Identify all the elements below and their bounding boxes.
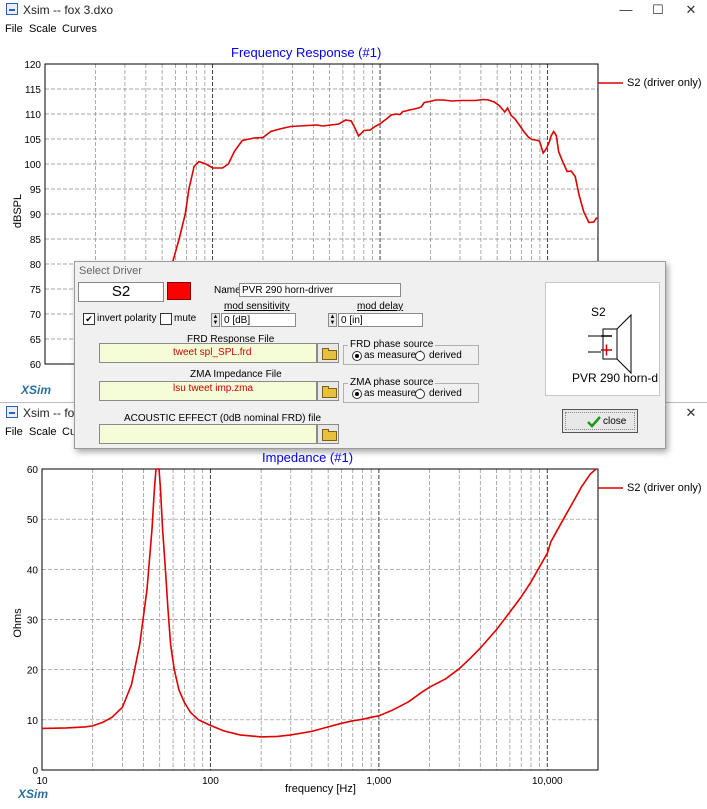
mod-delay-input[interactable]: 0 [in]: [338, 313, 423, 327]
mute-label: mute: [174, 313, 197, 324]
y-tick-label: 80: [30, 260, 42, 271]
menu-curves[interactable]: Curves: [62, 23, 97, 35]
zma-phase-derived-label: derived: [429, 388, 462, 399]
zma-file-label: ZMA Impedance File: [190, 369, 282, 380]
y-tick-label: 100: [24, 160, 41, 171]
menu-file[interactable]: File: [5, 426, 23, 438]
y-tick-label: 70: [30, 310, 42, 321]
zma-file-field[interactable]: [99, 381, 317, 401]
driver-id-field[interactable]: S2: [78, 282, 164, 302]
frd-file-name: tweet spl_SPL.frd: [173, 347, 252, 358]
y-tick-label: 0: [32, 766, 38, 777]
zma-file-name: lsu tweet imp.zma: [173, 383, 254, 394]
driver-color-swatch[interactable]: [167, 282, 191, 300]
zma-phase-as-measured-radio[interactable]: [352, 389, 362, 399]
mute-checkbox[interactable]: [160, 313, 172, 325]
preview-driver-name: PVR 290 horn-d: [572, 371, 659, 385]
close-window-button[interactable]: ✕: [685, 2, 697, 17]
chart-title: Impedance (#1): [262, 450, 354, 465]
acoustic-browse-folder-icon[interactable]: [317, 424, 339, 444]
impedance-window: Xsim -- fox 3. — ☐ ✕ File Scale Cu Imped…: [0, 402, 707, 809]
y-tick-label: 85: [30, 235, 42, 246]
y-tick-label: 95: [30, 185, 42, 196]
acoustic-effect-label: ACOUSTIC EFFECT (0dB nominal FRD) file: [124, 413, 322, 424]
x-axis-label: frequency [Hz]: [285, 783, 356, 795]
y-tick-label: 20: [27, 666, 39, 677]
y-tick-label: 65: [30, 335, 42, 346]
y-tick-label: 90: [30, 210, 42, 221]
menu-curves[interactable]: Cu: [62, 426, 77, 438]
mod-delay-label: mod delay: [357, 301, 404, 312]
speaker-icon: [588, 313, 632, 375]
frd-browse-folder-icon[interactable]: [317, 343, 339, 363]
y-tick-label: 60: [27, 465, 39, 476]
xsim-app-icon: [6, 406, 18, 418]
plot-frame: [41, 468, 599, 771]
zma-phase-as-measured-label: as measured: [364, 388, 422, 399]
chart-title: Frequency Response (#1): [231, 45, 382, 60]
frd-phase-as-measured-label: as measured: [364, 350, 422, 361]
series-line: [158, 98, 598, 345]
y-tick-label: 30: [27, 616, 39, 627]
series-line: [41, 468, 597, 738]
x-tick-label: 10,000: [532, 776, 563, 787]
invert-polarity-label: invert polarity: [97, 313, 157, 324]
xsim-logo: XSim: [21, 383, 52, 397]
menu-bar: File Scale Curves: [0, 21, 707, 39]
name-label: Name: [214, 285, 241, 296]
zma-browse-folder-icon[interactable]: [317, 381, 339, 401]
y-tick-label: 75: [30, 285, 42, 296]
mod-sensitivity-spinner[interactable]: ▲ ▼: [211, 313, 220, 327]
checkmark-icon: [587, 416, 601, 428]
title-bar[interactable]: Xsim -- fox 3.dxo — ☐ ✕: [0, 0, 707, 19]
invert-polarity-checkbox[interactable]: ✔: [83, 313, 95, 325]
mod-sensitivity-label: mod sensitivity: [224, 301, 290, 312]
y-tick-label: 110: [25, 110, 41, 121]
zma-phase-derived-radio[interactable]: [415, 389, 425, 399]
close-button-label: close: [603, 416, 627, 427]
acoustic-effect-file-field[interactable]: [99, 424, 317, 444]
maximize-button[interactable]: ☐: [652, 2, 664, 17]
driver-preview: S2 PVR 290 horn-d: [545, 282, 660, 396]
minimize-button[interactable]: —: [619, 2, 633, 17]
menu-file[interactable]: File: [5, 23, 23, 35]
y-tick-label: 120: [24, 60, 41, 71]
frd-file-field[interactable]: [99, 343, 317, 363]
y-tick-label: 60: [30, 360, 42, 371]
x-tick-label: 1,000: [366, 776, 391, 787]
driver-name-input[interactable]: PVR 290 horn-driver: [239, 283, 401, 297]
frd-file-label: FRD Response File: [187, 334, 275, 345]
legend-entry: S2 (driver only): [627, 77, 702, 89]
dialog-title: Select Driver: [79, 265, 142, 277]
mod-delay-spinner[interactable]: ▲ ▼: [328, 313, 337, 327]
mod-sensitivity-input[interactable]: 0 [dB]: [221, 313, 296, 327]
y-tick-label: 115: [25, 85, 41, 96]
menu-bar: File Scale Cu: [0, 424, 707, 442]
xsim-app-icon: [6, 3, 18, 15]
close-button[interactable]: close: [562, 409, 638, 433]
y-tick-label: 105: [24, 135, 41, 146]
legend-entry: S2 (driver only): [627, 482, 702, 494]
y-tick-label: 10: [27, 716, 39, 727]
frd-phase-derived-label: derived: [429, 350, 462, 361]
close-window-button[interactable]: ✕: [685, 405, 697, 420]
frd-phase-source-label: FRD phase source: [348, 339, 436, 350]
frd-phase-as-measured-radio[interactable]: [352, 351, 362, 361]
zma-phase-source-label: ZMA phase source: [348, 377, 436, 388]
window-title: Xsim -- fox 3.dxo: [23, 3, 114, 17]
x-tick-label: 10: [36, 776, 48, 787]
frd-phase-derived-radio[interactable]: [415, 351, 425, 361]
xsim-logo: XSim: [18, 787, 49, 801]
y-tick-label: 50: [27, 515, 39, 526]
menu-scale[interactable]: Scale: [29, 23, 57, 35]
select-driver-dialog: Select Driver S2 Name PVR 290 horn-drive…: [74, 261, 666, 449]
preview-driver-id: S2: [591, 305, 606, 319]
x-tick-label: 100: [202, 776, 219, 787]
y-tick-label: 40: [27, 565, 39, 576]
menu-scale[interactable]: Scale: [29, 426, 57, 438]
